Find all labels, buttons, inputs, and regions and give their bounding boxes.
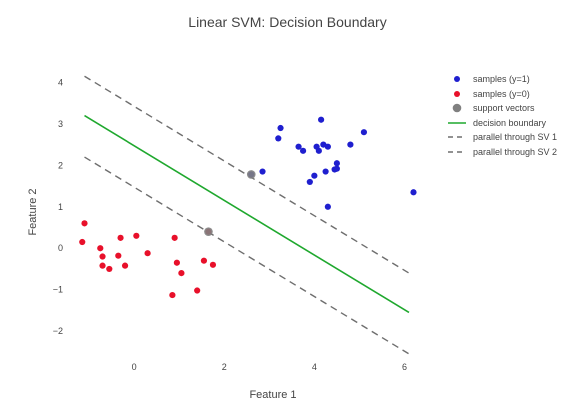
- y-tick-label-0: −2: [53, 326, 63, 336]
- legend-item-5[interactable]: parallel through SV 2: [448, 145, 557, 160]
- sample-point-s1-15: [194, 287, 201, 294]
- series-line-4: [84, 75, 410, 274]
- legend-item-1[interactable]: samples (y=0): [448, 87, 557, 102]
- sample-point-s0-14: [324, 203, 331, 210]
- points-layer: [79, 116, 417, 299]
- y-tick-label-6: 4: [58, 77, 63, 87]
- support-vector-point-0: [246, 170, 256, 179]
- legend-item-2[interactable]: support vectors: [448, 101, 557, 116]
- sample-point-s1-10: [144, 250, 151, 257]
- legend-label-4: parallel through SV 1: [473, 132, 558, 143]
- sample-point-s0-10: [318, 116, 325, 123]
- y-tick-label-5: 3: [58, 119, 63, 129]
- sample-point-s0-1: [259, 168, 266, 175]
- sample-point-s0-18: [347, 141, 354, 148]
- legend-label-2: support vectors: [473, 103, 535, 114]
- sample-point-s1-0: [79, 238, 86, 246]
- legend-label-3: decision boundary: [473, 117, 547, 128]
- sample-point-s0-4: [295, 143, 302, 150]
- legend-label-5: parallel through SV 2: [473, 146, 558, 157]
- y-tick-labels: −2 −1 0 1 2 3 4: [53, 77, 63, 336]
- legend: samples (y=1) samples (y=0) support vector…: [448, 72, 557, 159]
- sample-point-s0-6: [306, 178, 313, 186]
- sample-point-s1-1: [81, 220, 88, 227]
- sample-point-s1-9: [133, 232, 140, 239]
- support-vector-point-1: [204, 227, 213, 236]
- legend-swatch-0: [448, 74, 466, 84]
- legend-swatch-2: [448, 103, 466, 113]
- sample-point-s0-19: [360, 129, 368, 136]
- sample-point-s1-11: [169, 291, 176, 299]
- legend-item-3[interactable]: decision boundary: [448, 116, 557, 131]
- y-tick-label-3: 1: [58, 202, 63, 212]
- sample-point-s1-8: [121, 262, 129, 269]
- sample-point-s1-16: [200, 257, 208, 264]
- legend-swatch-4: [448, 132, 466, 142]
- sample-point-s1-4: [99, 262, 106, 269]
- x-tick-label-2: 4: [312, 362, 317, 372]
- sample-point-s0-9: [315, 147, 322, 154]
- x-tick-label-3: 6: [402, 362, 407, 372]
- chart-title: Linear SVM: Decision Boundary: [188, 14, 387, 30]
- legend-swatch-5: [448, 147, 466, 157]
- x-tick-labels: 0 2 4 6: [132, 362, 407, 372]
- legend-swatch-3: [448, 118, 466, 128]
- x-tick-label-0: 0: [132, 362, 137, 372]
- legend-item-0[interactable]: samples (y=1): [448, 72, 557, 87]
- sample-point-s1-14: [178, 270, 185, 277]
- sample-point-s0-2: [275, 135, 282, 142]
- sample-point-s1-3: [99, 253, 106, 260]
- legend-label-1: samples (y=0): [473, 88, 530, 99]
- lines-layer: [84, 75, 410, 355]
- sample-point-s1-6: [115, 252, 122, 259]
- sample-point-s1-18: [209, 261, 217, 268]
- sample-point-s0-17: [333, 165, 340, 172]
- sample-point-s0-20: [410, 189, 417, 196]
- sample-point-s0-12: [322, 168, 329, 175]
- sample-point-s0-3: [277, 124, 284, 132]
- legend-label-0: samples (y=1): [473, 74, 530, 85]
- sample-point-s1-12: [171, 234, 178, 241]
- y-tick-label-2: 0: [58, 243, 63, 253]
- y-tick-label-4: 2: [58, 160, 63, 170]
- x-axis-label: Feature 1: [249, 389, 297, 401]
- series-line-5: [84, 156, 410, 355]
- series-line-3: [84, 114, 410, 314]
- sample-point-s1-2: [97, 245, 104, 252]
- sample-point-s1-13: [173, 259, 180, 266]
- legend-item-4[interactable]: parallel through SV 1: [448, 130, 557, 145]
- x-tick-label-1: 2: [222, 362, 227, 372]
- y-tick-label-1: −1: [53, 285, 63, 295]
- sample-point-s0-16: [333, 160, 340, 167]
- sample-point-s0-7: [311, 172, 318, 179]
- sample-point-s1-5: [106, 265, 113, 273]
- sample-point-s0-5: [299, 147, 307, 154]
- legend-swatch-1: [448, 89, 466, 99]
- sample-point-s0-13: [324, 143, 331, 150]
- sample-point-s1-7: [117, 234, 124, 241]
